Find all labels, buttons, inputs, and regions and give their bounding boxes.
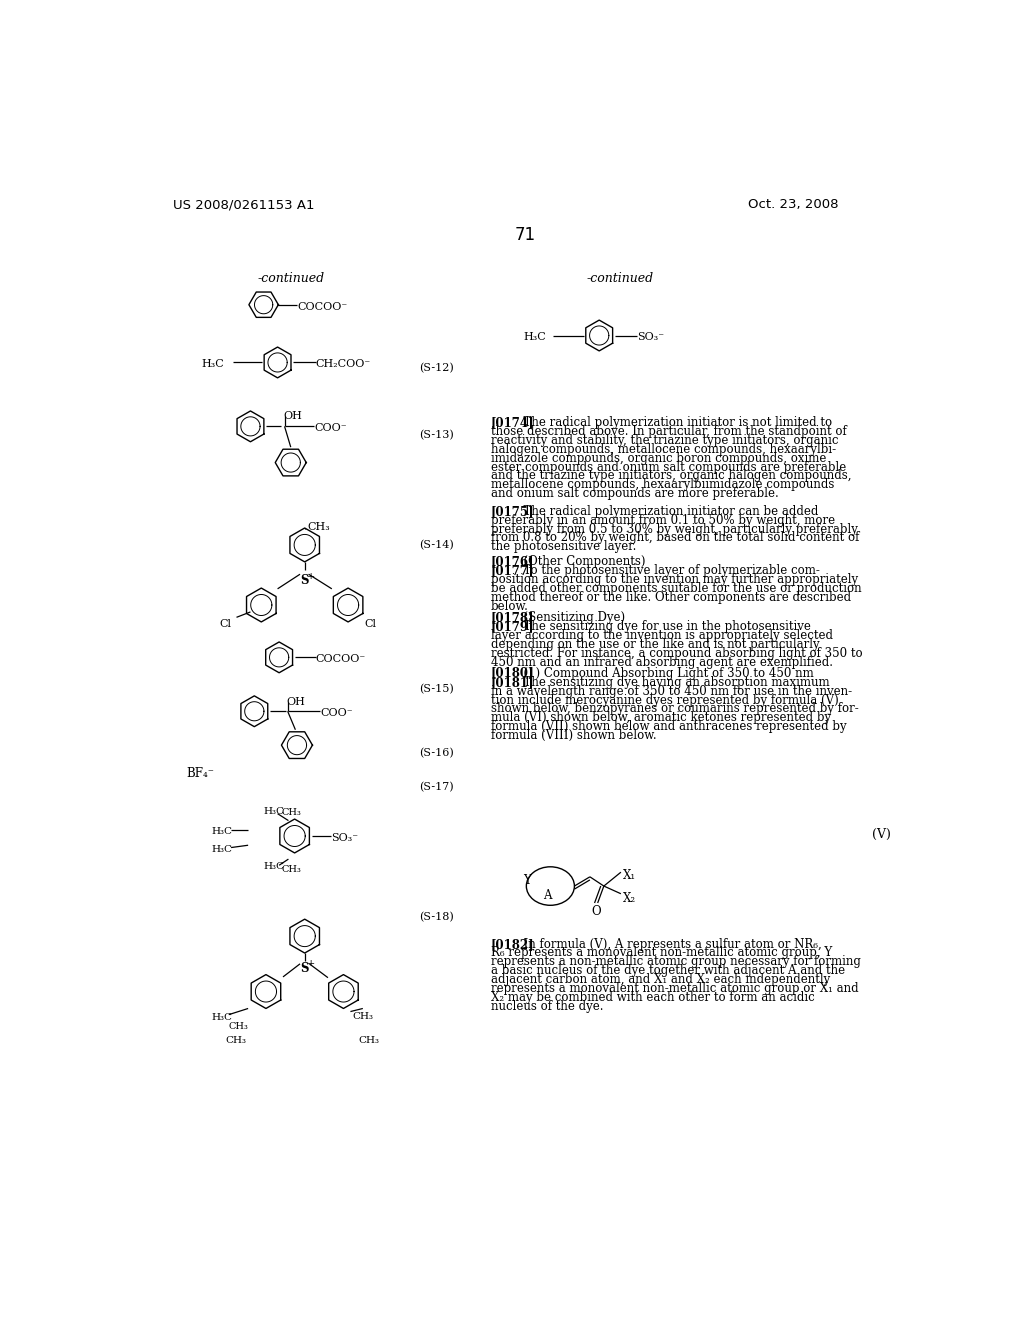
Text: COO⁻: COO⁻ xyxy=(321,708,353,718)
Text: nucleus of the dye.: nucleus of the dye. xyxy=(490,999,603,1012)
Text: S: S xyxy=(300,961,308,974)
Text: and onium salt compounds are more preferable.: and onium salt compounds are more prefer… xyxy=(490,487,778,500)
Text: H₃C: H₃C xyxy=(523,333,546,342)
Text: To the photosensitive layer of polymerizable com-: To the photosensitive layer of polymeriz… xyxy=(516,564,820,577)
Text: (S-14): (S-14) xyxy=(419,540,454,550)
Text: A: A xyxy=(543,890,551,902)
Text: CH₃: CH₃ xyxy=(228,1022,249,1031)
Text: OH: OH xyxy=(283,411,302,421)
Text: [0176]: [0176] xyxy=(490,554,535,568)
Text: X₂: X₂ xyxy=(623,892,636,906)
Text: in a wavelength range of 350 to 450 nm for use in the inven-: in a wavelength range of 350 to 450 nm f… xyxy=(490,685,852,698)
Text: X₁: X₁ xyxy=(623,869,636,882)
Text: mula (VI) shown below, aromatic ketones represented by: mula (VI) shown below, aromatic ketones … xyxy=(490,711,830,725)
Text: CH₃: CH₃ xyxy=(225,1036,246,1045)
Text: Y: Y xyxy=(523,874,531,887)
Text: [0174]: [0174] xyxy=(490,416,535,429)
Text: R₆ represents a monovalent non-metallic atomic group, Y: R₆ represents a monovalent non-metallic … xyxy=(490,946,831,960)
Text: CH₃: CH₃ xyxy=(308,521,331,532)
Text: (S-17): (S-17) xyxy=(419,781,454,792)
Text: imidazole compounds, organic boron compounds, oxime: imidazole compounds, organic boron compo… xyxy=(490,451,826,465)
Text: +: + xyxy=(307,572,315,581)
Text: In formula (V), A represents a sulfur atom or NR₆,: In formula (V), A represents a sulfur at… xyxy=(516,937,822,950)
Text: preferably in an amount from 0.1 to 50% by weight, more: preferably in an amount from 0.1 to 50% … xyxy=(490,513,835,527)
Text: CH₃: CH₃ xyxy=(282,808,301,817)
Text: (1) Compound Absorbing Light of 350 to 450 nm: (1) Compound Absorbing Light of 350 to 4… xyxy=(516,667,814,680)
Text: a basic nucleus of the dye together with adjacent A and the: a basic nucleus of the dye together with… xyxy=(490,964,845,977)
Text: depending on the use or the like and is not particularly: depending on the use or the like and is … xyxy=(490,638,819,651)
Text: H₃C: H₃C xyxy=(263,807,285,816)
Text: H₃C: H₃C xyxy=(263,862,285,871)
Text: Cl: Cl xyxy=(219,619,231,628)
Text: The sensitizing dye having an absorption maximum: The sensitizing dye having an absorption… xyxy=(516,676,829,689)
Text: H₃C: H₃C xyxy=(212,845,232,854)
Text: those described above. In particular, from the standpoint of: those described above. In particular, fr… xyxy=(490,425,847,438)
Text: method thereof or the like. Other components are described: method thereof or the like. Other compon… xyxy=(490,591,851,603)
Text: represents a non-metallic atomic group necessary for forming: represents a non-metallic atomic group n… xyxy=(490,956,860,969)
Text: (Other Components): (Other Components) xyxy=(516,554,645,568)
Text: [0177]: [0177] xyxy=(490,564,535,577)
Text: -continued: -continued xyxy=(257,272,325,285)
Text: [0178]: [0178] xyxy=(490,611,535,624)
Text: ester compounds and onium salt compounds are preferable: ester compounds and onium salt compounds… xyxy=(490,461,846,474)
Text: COO⁻: COO⁻ xyxy=(314,424,347,433)
Text: (S-12): (S-12) xyxy=(419,363,454,372)
Text: 71: 71 xyxy=(514,226,536,244)
Text: O: O xyxy=(592,906,601,919)
Text: The sensitizing dye for use in the photosensitive: The sensitizing dye for use in the photo… xyxy=(516,620,811,634)
Text: COCOO⁻: COCOO⁻ xyxy=(297,302,347,312)
Text: CH₃: CH₃ xyxy=(358,1036,379,1045)
Text: adjacent carbon atom, and X₁ and X₂ each independently: adjacent carbon atom, and X₁ and X₂ each… xyxy=(490,973,829,986)
Text: below.: below. xyxy=(490,599,528,612)
Text: halogen compounds, metallocene compounds, hexaarylbi-: halogen compounds, metallocene compounds… xyxy=(490,444,836,455)
Text: layer according to the invention is appropriately selected: layer according to the invention is appr… xyxy=(490,630,833,643)
Text: SO₃⁻: SO₃⁻ xyxy=(331,833,358,843)
Text: (S-18): (S-18) xyxy=(419,911,454,921)
Text: The radical polymerization initiator is not limited to: The radical polymerization initiator is … xyxy=(516,416,833,429)
Text: shown below, benzopyranes or coumarins represented by for-: shown below, benzopyranes or coumarins r… xyxy=(490,702,858,715)
Text: formula (VIII) shown below.: formula (VIII) shown below. xyxy=(490,729,656,742)
Text: the photosensitive layer.: the photosensitive layer. xyxy=(490,540,636,553)
Text: preferably from 0.5 to 30% by weight, particularly preferably: preferably from 0.5 to 30% by weight, pa… xyxy=(490,523,857,536)
Text: formula (VII) shown below and anthracenes represented by: formula (VII) shown below and anthracene… xyxy=(490,721,846,733)
Text: S: S xyxy=(300,574,308,587)
Text: restricted. For instance, a compound absorbing light of 350 to: restricted. For instance, a compound abs… xyxy=(490,647,862,660)
Text: (S-13): (S-13) xyxy=(419,429,454,440)
Text: The radical polymerization initiator can be added: The radical polymerization initiator can… xyxy=(516,506,818,517)
Text: -continued: -continued xyxy=(587,272,653,285)
Text: CH₃: CH₃ xyxy=(352,1011,374,1020)
Text: Oct. 23, 2008: Oct. 23, 2008 xyxy=(748,198,839,211)
Text: SO₃⁻: SO₃⁻ xyxy=(637,333,665,342)
Text: [0179]: [0179] xyxy=(490,620,535,634)
Text: CH₂COO⁻: CH₂COO⁻ xyxy=(315,359,371,370)
Text: [0180]: [0180] xyxy=(490,667,535,680)
Text: (S-16): (S-16) xyxy=(419,747,454,758)
Text: Cl: Cl xyxy=(365,619,377,628)
Text: represents a monovalent non-metallic atomic group or X₁ and: represents a monovalent non-metallic ato… xyxy=(490,982,858,995)
Text: position according to the invention may further appropriately: position according to the invention may … xyxy=(490,573,858,586)
Text: [0182]: [0182] xyxy=(490,937,535,950)
Text: (Sensitizing Dye): (Sensitizing Dye) xyxy=(516,611,626,624)
Text: tion include merocyanine dyes represented by formula (V): tion include merocyanine dyes represente… xyxy=(490,693,839,706)
Text: COCOO⁻: COCOO⁻ xyxy=(315,655,366,664)
Text: US 2008/0261153 A1: US 2008/0261153 A1 xyxy=(173,198,314,211)
Text: (V): (V) xyxy=(872,829,891,841)
Text: (S-15): (S-15) xyxy=(419,684,454,694)
Text: X₂ may be combined with each other to form an acidic: X₂ may be combined with each other to fo… xyxy=(490,991,814,1003)
Text: and the triazine type initiators, organic halogen compounds,: and the triazine type initiators, organi… xyxy=(490,470,851,483)
Text: be added other components suitable for the use or production: be added other components suitable for t… xyxy=(490,582,861,595)
Text: reactivity and stability, the triazine type initiators, organic: reactivity and stability, the triazine t… xyxy=(490,434,839,447)
Text: CH₃: CH₃ xyxy=(282,866,301,874)
Text: H₃C: H₃C xyxy=(212,826,232,836)
Text: BF₄⁻: BF₄⁻ xyxy=(186,767,214,780)
Text: +: + xyxy=(307,960,315,968)
Text: 450 nm and an infrared absorbing agent are exemplified.: 450 nm and an infrared absorbing agent a… xyxy=(490,656,833,669)
Text: from 0.8 to 20% by weight, based on the total solid content of: from 0.8 to 20% by weight, based on the … xyxy=(490,532,859,544)
Text: H₃C: H₃C xyxy=(212,1014,232,1022)
Text: [0181]: [0181] xyxy=(490,676,535,689)
Text: metallocene compounds, hexaarylbiimidazole compounds: metallocene compounds, hexaarylbiimidazo… xyxy=(490,478,835,491)
Text: [0175]: [0175] xyxy=(490,506,535,517)
Text: OH: OH xyxy=(286,697,305,708)
Text: H₃C: H₃C xyxy=(202,359,224,370)
